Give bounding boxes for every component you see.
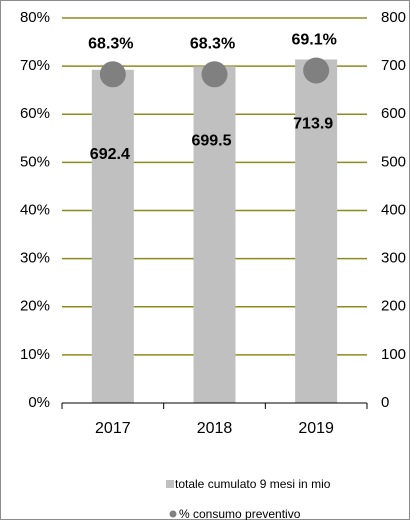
y-tick-label: 10% — [20, 346, 50, 363]
y2-tick-label: 100 — [381, 346, 406, 363]
y-tick-label: 60% — [20, 105, 50, 122]
y2-tick-label: 0 — [381, 394, 389, 411]
y2-tick-label: 400 — [381, 201, 406, 218]
y-tick-label: 50% — [20, 153, 50, 170]
y2-tick-label: 300 — [381, 250, 406, 267]
y-tick-label: 30% — [20, 250, 50, 267]
y-tick-label: 70% — [20, 57, 50, 74]
bar-label: 699.5 — [191, 133, 231, 150]
y-tick-label: 80% — [20, 9, 50, 26]
legend-label: totale cumulato 9 mesi in mio — [175, 477, 331, 491]
dot-label: 68.3% — [88, 36, 133, 53]
y2-tick-label: 500 — [381, 153, 406, 170]
y-tick-label: 20% — [20, 298, 50, 315]
x-tick-label: 2018 — [197, 420, 233, 437]
dot-label: 69.1% — [291, 32, 336, 49]
y-tick-label: 0% — [28, 394, 50, 411]
dot-label: 68.3% — [190, 36, 235, 53]
legend-swatch — [166, 480, 174, 488]
y2-tick-label: 200 — [381, 298, 406, 315]
bar — [193, 66, 236, 403]
dot — [201, 61, 228, 88]
x-tick-label: 2017 — [95, 420, 131, 437]
y2-tick-label: 600 — [381, 105, 406, 122]
bar-label: 692.4 — [90, 146, 130, 163]
legend-swatch — [169, 510, 177, 518]
bar — [295, 59, 338, 404]
bar-label: 713.9 — [293, 116, 333, 133]
bar — [91, 69, 134, 403]
legend-label: % consumo preventivo — [179, 507, 301, 520]
dot — [303, 57, 330, 84]
x-tick-label: 2019 — [298, 420, 334, 437]
dot — [99, 61, 126, 88]
y2-tick-label: 800 — [381, 9, 406, 26]
y2-tick-label: 700 — [381, 57, 406, 74]
y-tick-label: 40% — [20, 201, 50, 218]
